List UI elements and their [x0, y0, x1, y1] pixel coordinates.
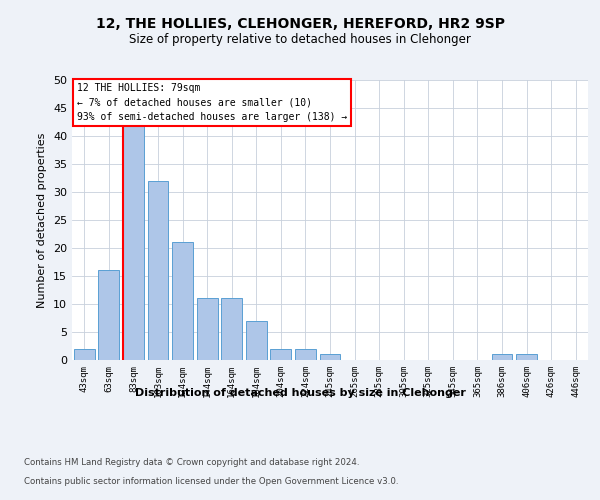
Y-axis label: Number of detached properties: Number of detached properties [37, 132, 47, 308]
Bar [246, 321, 267, 360]
Bar [98, 270, 119, 360]
Bar [197, 298, 218, 360]
Bar [148, 181, 169, 360]
Text: Distribution of detached houses by size in Clehonger: Distribution of detached houses by size … [134, 388, 466, 398]
Text: Contains public sector information licensed under the Open Government Licence v3: Contains public sector information licen… [24, 476, 398, 486]
Bar [491, 354, 512, 360]
Bar [172, 242, 193, 360]
Bar [320, 354, 340, 360]
Text: 12, THE HOLLIES, CLEHONGER, HEREFORD, HR2 9SP: 12, THE HOLLIES, CLEHONGER, HEREFORD, HR… [95, 18, 505, 32]
Bar [221, 298, 242, 360]
Bar [271, 349, 292, 360]
Text: Contains HM Land Registry data © Crown copyright and database right 2024.: Contains HM Land Registry data © Crown c… [24, 458, 359, 467]
Text: 12 THE HOLLIES: 79sqm
← 7% of detached houses are smaller (10)
93% of semi-detac: 12 THE HOLLIES: 79sqm ← 7% of detached h… [77, 83, 347, 122]
Bar [516, 354, 537, 360]
Bar [123, 125, 144, 360]
Text: Size of property relative to detached houses in Clehonger: Size of property relative to detached ho… [129, 32, 471, 46]
Bar [74, 349, 95, 360]
Bar [295, 349, 316, 360]
